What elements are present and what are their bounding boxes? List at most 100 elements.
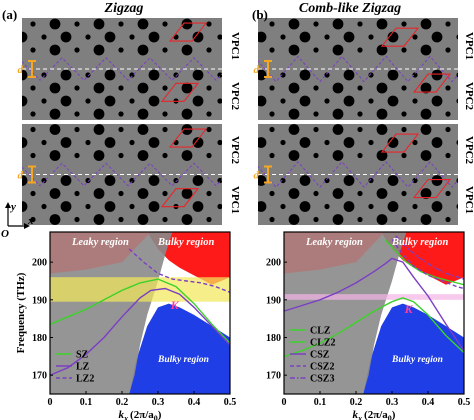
- zigzag-chain: [258, 161, 458, 188]
- small-hole: [74, 47, 80, 53]
- large-hole: [245, 45, 256, 56]
- large-hole: [288, 214, 300, 225]
- legend-label: LZ: [76, 362, 90, 373]
- panel-b-title: Comb-like Zigzag: [299, 1, 401, 16]
- small-hole: [445, 126, 451, 133]
- small-hole: [401, 152, 407, 159]
- large-hole: [60, 31, 72, 43]
- small-hole: [30, 111, 36, 117]
- large-hole: [332, 18, 344, 30]
- small-hole: [236, 8, 241, 13]
- small-hole: [445, 190, 451, 197]
- small-hole: [401, 216, 407, 223]
- large-hole: [17, 227, 28, 238]
- large-hole: [258, 201, 267, 212]
- bulk-region-top-label: Bulky region: [157, 237, 214, 248]
- large-hole: [343, 201, 355, 212]
- axis-glyph-origin: O: [1, 228, 9, 240]
- small-hole: [30, 47, 36, 53]
- large-hole: [245, 214, 256, 225]
- large-hole: [431, 137, 443, 148]
- x-tick-label: 0: [282, 397, 287, 408]
- small-hole: [313, 85, 319, 91]
- large-hole: [332, 82, 344, 94]
- large-hole: [376, 188, 388, 199]
- y-tick-label: 180: [32, 333, 47, 344]
- small-hole: [357, 190, 363, 197]
- small-hole: [357, 85, 363, 91]
- large-hole: [104, 95, 116, 107]
- small-hole: [250, 127, 255, 132]
- small-hole: [280, 203, 286, 210]
- large-hole: [60, 201, 72, 212]
- unit-cell-rhombus: [380, 27, 420, 47]
- small-hole: [324, 139, 330, 146]
- small-hole: [368, 98, 374, 104]
- large-hole: [431, 201, 443, 212]
- large-hole: [181, 188, 193, 199]
- large-hole: [181, 214, 193, 225]
- small-hole: [129, 98, 135, 104]
- small-hole: [456, 98, 458, 104]
- large-hole: [332, 214, 344, 225]
- x-label-paren: (2π/a: [364, 409, 388, 420]
- large-hole: [431, 69, 443, 81]
- small-hole: [456, 72, 458, 78]
- large-hole: [93, 108, 105, 120]
- large-hole: [22, 69, 28, 81]
- small-hole: [324, 34, 330, 40]
- series-sz: [50, 278, 230, 344]
- zigzag-chain: [22, 57, 222, 81]
- small-hole: [0, 72, 3, 77]
- small-hole: [206, 152, 212, 159]
- small-hole: [280, 8, 285, 13]
- small-hole: [0, 34, 3, 39]
- small-hole: [85, 177, 91, 184]
- large-hole: [60, 95, 72, 107]
- x-tick-label: 0.3: [386, 397, 399, 408]
- large-hole: [420, 82, 432, 94]
- large-hole: [6, 45, 17, 56]
- large-hole: [237, 6, 248, 17]
- legend-label: CLZ: [310, 326, 331, 337]
- legend-label: CLZ2: [310, 338, 336, 349]
- y-tick-label: 200: [266, 258, 281, 269]
- large-hole: [376, 44, 388, 56]
- large-hole: [49, 82, 61, 94]
- large-hole: [137, 124, 149, 135]
- small-hole: [280, 34, 286, 40]
- small-hole: [118, 47, 124, 53]
- large-hole: [465, 19, 474, 30]
- large-hole: [104, 137, 116, 148]
- small-hole: [456, 8, 461, 13]
- d-label: d: [18, 170, 24, 182]
- small-hole: [236, 72, 241, 77]
- large-hole: [6, 124, 17, 135]
- small-hole: [269, 190, 275, 197]
- large-hole: [343, 137, 355, 148]
- large-hole: [288, 18, 300, 30]
- small-hole: [162, 85, 168, 91]
- plot-area: [50, 232, 230, 394]
- pc-panel: d: [0, 6, 248, 120]
- series-lz2: [128, 248, 230, 293]
- small-hole: [30, 85, 36, 91]
- small-hole: [206, 47, 212, 53]
- large-hole: [387, 31, 399, 43]
- small-hole: [74, 190, 80, 197]
- pc-holes: [6, 124, 255, 238]
- large-hole: [93, 150, 105, 161]
- small-hole: [118, 152, 124, 159]
- small-hole: [217, 8, 222, 13]
- unit-cell-rhombus: [412, 179, 452, 199]
- y-tick-label: 170: [32, 371, 47, 382]
- small-hole: [313, 126, 319, 133]
- small-hole: [206, 85, 212, 91]
- small-hole: [217, 72, 222, 78]
- small-hole: [368, 34, 374, 40]
- large-hole: [6, 150, 17, 161]
- series-lz: [50, 287, 230, 376]
- small-hole: [206, 216, 212, 223]
- x-tick-label: 0.5: [458, 397, 471, 408]
- large-hole: [299, 31, 311, 43]
